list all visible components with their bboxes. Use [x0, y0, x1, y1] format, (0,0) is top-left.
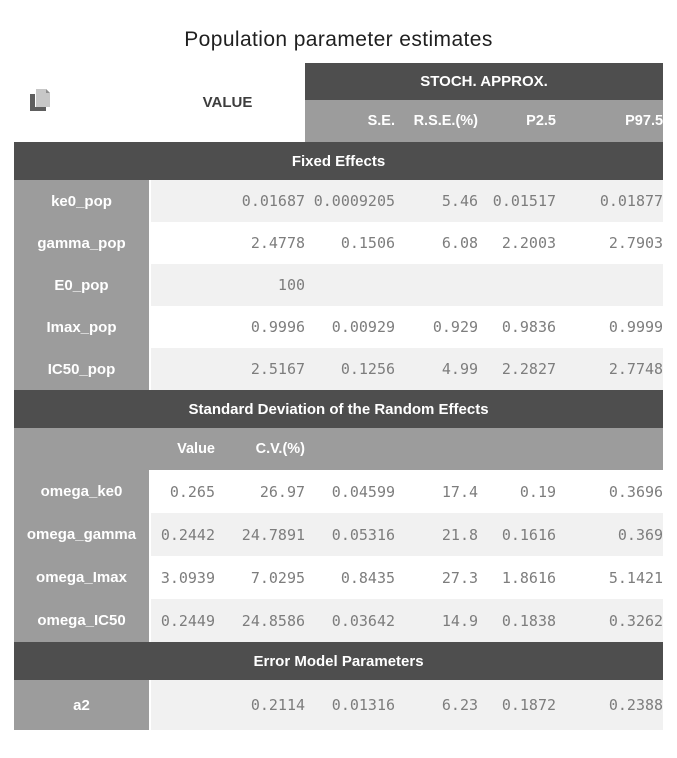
p25-cell: 1.8616 [501, 568, 557, 587]
rse-cell: 0.929 [432, 318, 479, 336]
param-label: IC50_pop [14, 348, 151, 390]
value-cell: 0.01687 [241, 192, 306, 210]
table-row: omega_gamma 0.2442 24.7891 0.05316 21.8 … [14, 513, 664, 556]
p25-cell: 0.01517 [492, 192, 557, 210]
cv-cell: 7.0295 [250, 568, 306, 587]
rse-column-header: R.S.E.(%) [395, 100, 479, 142]
se-cell: 0.8435 [340, 568, 396, 587]
value-cell: 0.2114 [250, 696, 306, 714]
param-label: Imax_pop [14, 306, 151, 348]
p25-cell: 0.1872 [501, 696, 557, 714]
se-cell: 0.04599 [331, 482, 396, 501]
copy-table-button[interactable] [27, 86, 53, 114]
rse-cell: 27.3 [441, 568, 479, 587]
stoch-approx-group-header: STOCH. APPROX. [305, 63, 664, 100]
table-row: omega_IC50 0.2449 24.8586 0.03642 14.9 0… [14, 599, 664, 642]
p25-cell: 0.1616 [501, 525, 557, 544]
value-cell: 3.0939 [160, 568, 215, 587]
p25-cell [478, 264, 556, 306]
se-cell: 0.1506 [340, 234, 396, 252]
p975-cell: 0.9999 [608, 318, 664, 336]
param-label: omega_Imax [14, 556, 151, 599]
se-cell: 0.1256 [340, 360, 396, 378]
p975-cell: 2.7903 [608, 234, 664, 252]
table-row: a2 0.2114 0.01316 6.23 0.1872 0.2388 [14, 680, 664, 730]
cv-cell: 24.8586 [241, 611, 306, 630]
param-label: a2 [14, 680, 151, 730]
random-subheader-spacer [305, 428, 664, 470]
table-row: omega_Imax 3.0939 7.0295 0.8435 27.3 1.8… [14, 556, 664, 599]
se-cell: 0.05316 [331, 525, 396, 544]
section-header-error-model: Error Model Parameters [14, 642, 664, 680]
table-row: E0_pop 100 [14, 264, 664, 306]
param-label: omega_gamma [14, 513, 151, 556]
param-label: gamma_pop [14, 222, 151, 264]
value-cell: 100 [277, 276, 306, 294]
value-cell: 0.9996 [250, 318, 306, 336]
value-cell: 0.265 [169, 482, 215, 501]
section-header-fixed-effects: Fixed Effects [14, 142, 664, 180]
value-cell: 2.5167 [250, 360, 306, 378]
se-cell [305, 264, 395, 306]
cv-cell: 24.7891 [241, 525, 306, 544]
se-column-header: S.E. [305, 100, 396, 142]
p975-cell: 0.3696 [608, 482, 664, 501]
table-row: IC50_pop 2.5167 0.1256 4.99 2.2827 2.774… [14, 348, 664, 390]
value-cell: 0.2449 [160, 611, 215, 630]
p975-cell: 2.7748 [608, 360, 664, 378]
p25-column-header: P2.5 [478, 100, 557, 142]
population-parameters-table: VALUE STOCH. APPROX. S.E. R.S.E.(%) P2.5… [14, 63, 664, 730]
param-label: E0_pop [14, 264, 151, 306]
param-label: ke0_pop [14, 180, 151, 222]
rse-cell: 21.8 [441, 525, 479, 544]
p25-cell: 0.19 [519, 482, 557, 501]
se-cell: 0.0009205 [313, 192, 396, 210]
table-row: ke0_pop 0.01687 0.0009205 5.46 0.01517 0… [14, 180, 664, 222]
rse-cell: 4.99 [441, 360, 479, 378]
p975-cell: 0.2388 [608, 696, 664, 714]
value-subcolumn-header: Value [150, 428, 215, 470]
value-cell: 2.4778 [250, 234, 306, 252]
p975-column-header: P97.5 [556, 100, 664, 142]
p975-cell: 0.3262 [608, 611, 664, 630]
random-subheader-spacer [14, 428, 150, 470]
p25-cell: 2.2003 [501, 234, 557, 252]
p975-cell [556, 264, 663, 306]
param-label: omega_IC50 [14, 599, 151, 642]
p975-cell: 5.1421 [608, 568, 664, 587]
copy-icon [30, 89, 50, 111]
rse-cell [395, 264, 478, 306]
table-row: gamma_pop 2.4778 0.1506 6.08 2.2003 2.79… [14, 222, 664, 264]
table-toolbar-cell [14, 63, 150, 142]
table-row: omega_ke0 0.265 26.97 0.04599 17.4 0.19 … [14, 470, 664, 513]
p25-cell: 0.1838 [501, 611, 557, 630]
p975-cell: 0.369 [617, 525, 664, 544]
param-label: omega_ke0 [14, 470, 151, 513]
se-cell: 0.01316 [331, 696, 396, 714]
rse-cell: 6.23 [441, 696, 479, 714]
section-header-random-effects: Standard Deviation of the Random Effects [14, 390, 664, 428]
value-cell: 0.2442 [160, 525, 215, 544]
se-cell: 0.00929 [331, 318, 396, 336]
p25-cell: 0.9836 [501, 318, 557, 336]
p25-cell: 2.2827 [501, 360, 557, 378]
page-title: Population parameter estimates [184, 28, 493, 51]
p975-cell: 0.01877 [599, 192, 664, 210]
rse-cell: 5.46 [441, 192, 479, 210]
rse-cell: 6.08 [441, 234, 479, 252]
value-column-header: VALUE [150, 63, 306, 142]
cv-cell: 26.97 [259, 482, 306, 501]
rse-cell: 14.9 [441, 611, 479, 630]
cv-subcolumn-header: C.V.(%) [215, 428, 306, 470]
se-cell: 0.03642 [331, 611, 396, 630]
rse-cell: 17.4 [441, 482, 479, 501]
table-row: Imax_pop 0.9996 0.00929 0.929 0.9836 0.9… [14, 306, 664, 348]
